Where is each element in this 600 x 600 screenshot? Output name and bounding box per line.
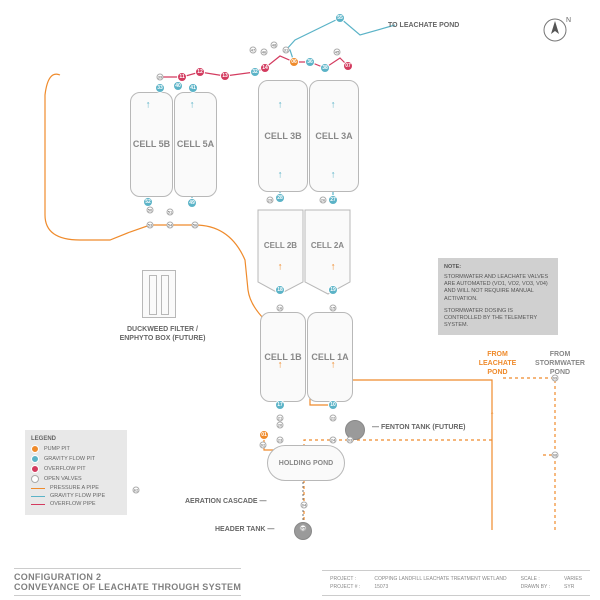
node-16: 16 <box>277 305 284 312</box>
title-block: CONFIGURATION 2 CONVEYANCE OF LEACHATE T… <box>14 568 241 596</box>
node-13: 13 <box>220 71 230 81</box>
node-22: 22 <box>330 415 337 422</box>
node-27: 27 <box>328 195 338 205</box>
node-14: 14 <box>260 63 270 73</box>
svg-text:N: N <box>566 17 571 24</box>
flow-arrow: ↑ <box>278 262 283 273</box>
node-01: 01 <box>259 430 269 440</box>
label-to-pond: TO LEACHATE POND <box>388 22 459 29</box>
node-09: 09 <box>552 375 559 382</box>
node-36: 36 <box>305 57 315 67</box>
node-10: 10 <box>328 400 338 410</box>
node-26: 26 <box>320 197 327 204</box>
flow-arrow: ↑ <box>190 100 195 111</box>
node-33: 33 <box>155 83 165 93</box>
cell-1a: CELL 1A <box>307 312 353 402</box>
flow-arrow: ↑ <box>278 360 283 371</box>
flow-arrow: ↑ <box>331 170 336 181</box>
project-block: PROJECT :COPPING LANDFILL LEACHATE TREAT… <box>322 570 590 596</box>
node-39: 39 <box>157 74 164 81</box>
legend-title: LEGEND <box>31 436 121 442</box>
label-aeration: AERATION CASCADE — <box>185 498 267 505</box>
legend: LEGEND PUMP PIT GRAVITY FLOW PIT OVERFLO… <box>25 430 127 515</box>
node-55: 55 <box>335 13 345 23</box>
node-54: 54 <box>167 222 174 229</box>
node-15: 15 <box>330 305 337 312</box>
flow-arrow: ↑ <box>278 100 283 111</box>
node-45: 45 <box>334 49 341 56</box>
node-03: 03 <box>347 437 354 444</box>
node-20: 20 <box>277 422 284 429</box>
note-line2: STORMWATER DOSING IS CONTROLLED BY THE T… <box>444 308 552 329</box>
flow-arrow: ↑ <box>331 100 336 111</box>
node-48: 48 <box>271 42 278 49</box>
node-53: 53 <box>147 222 154 229</box>
flow-arrow: ↑ <box>331 262 336 273</box>
label-from-leach: FROM LEACHATE POND <box>470 350 525 377</box>
node-40: 40 <box>173 81 183 91</box>
node-12: 12 <box>195 67 205 77</box>
node-49: 49 <box>187 198 197 208</box>
node-46: 46 <box>261 49 268 56</box>
label-header: HEADER TANK — <box>215 526 274 533</box>
node-56: 56 <box>192 222 199 229</box>
label-fenton: — FENTON TANK (FUTURE) <box>372 424 465 431</box>
flow-arrow: ↑ <box>278 170 283 181</box>
node-04: 04 <box>301 502 308 509</box>
node-50: 50 <box>147 207 154 214</box>
node-29: 29 <box>267 197 274 204</box>
node-23: 23 <box>277 437 284 444</box>
node-52: 52 <box>143 197 153 207</box>
flow-arrow: ↑ <box>146 100 151 111</box>
node-18: 18 <box>275 285 285 295</box>
node-24: 24 <box>330 437 337 444</box>
node-38: 38 <box>320 63 330 73</box>
node-21: 21 <box>277 415 284 422</box>
node-08: 08 <box>552 452 559 459</box>
node-51: 51 <box>167 209 174 216</box>
node-62: 62 <box>133 487 140 494</box>
cell-2b-label: CELL 2B <box>258 235 303 255</box>
node-05: 05 <box>300 525 307 532</box>
node-32: 32 <box>250 67 260 77</box>
title-line1: CONFIGURATION 2 <box>14 572 241 582</box>
cell-2a-label: CELL 2A <box>305 235 350 255</box>
label-from-storm: FROM STORMWATER POND <box>530 350 590 377</box>
node-28: 28 <box>275 193 285 203</box>
node-17: 17 <box>275 400 285 410</box>
cell-5a: CELL 5A <box>174 92 217 197</box>
cell-5b: CELL 5B <box>130 92 173 197</box>
holding-pond: HOLDING POND <box>267 445 345 481</box>
node-02: 02 <box>260 442 267 449</box>
cell-1b: CELL 1B <box>260 312 306 402</box>
node-31: 31 <box>283 47 290 54</box>
node-41: 41 <box>188 83 198 93</box>
north-compass: N <box>544 17 571 41</box>
node-07: 07 <box>343 61 353 71</box>
node-47: 47 <box>250 47 257 54</box>
note-box: NOTE: STORMWATER AND LEACHATE VALVES ARE… <box>438 258 558 335</box>
node-06: 06 <box>289 57 299 67</box>
note-line1: STORMWATER AND LEACHATE VALVES ARE AUTOM… <box>444 274 552 303</box>
label-duckweed: DUCKWEED FILTER / ENPHYTO BOX (FUTURE) <box>115 325 210 343</box>
flow-arrow: ↑ <box>331 360 336 371</box>
flow-arrow: ↑ <box>490 410 495 421</box>
node-19: 19 <box>328 285 338 295</box>
title-line2: CONVEYANCE OF LEACHATE THROUGH SYSTEM <box>14 582 241 592</box>
cell-3b: CELL 3B <box>258 80 308 192</box>
note-title: NOTE: <box>444 264 552 271</box>
duckweed-box <box>142 270 176 318</box>
